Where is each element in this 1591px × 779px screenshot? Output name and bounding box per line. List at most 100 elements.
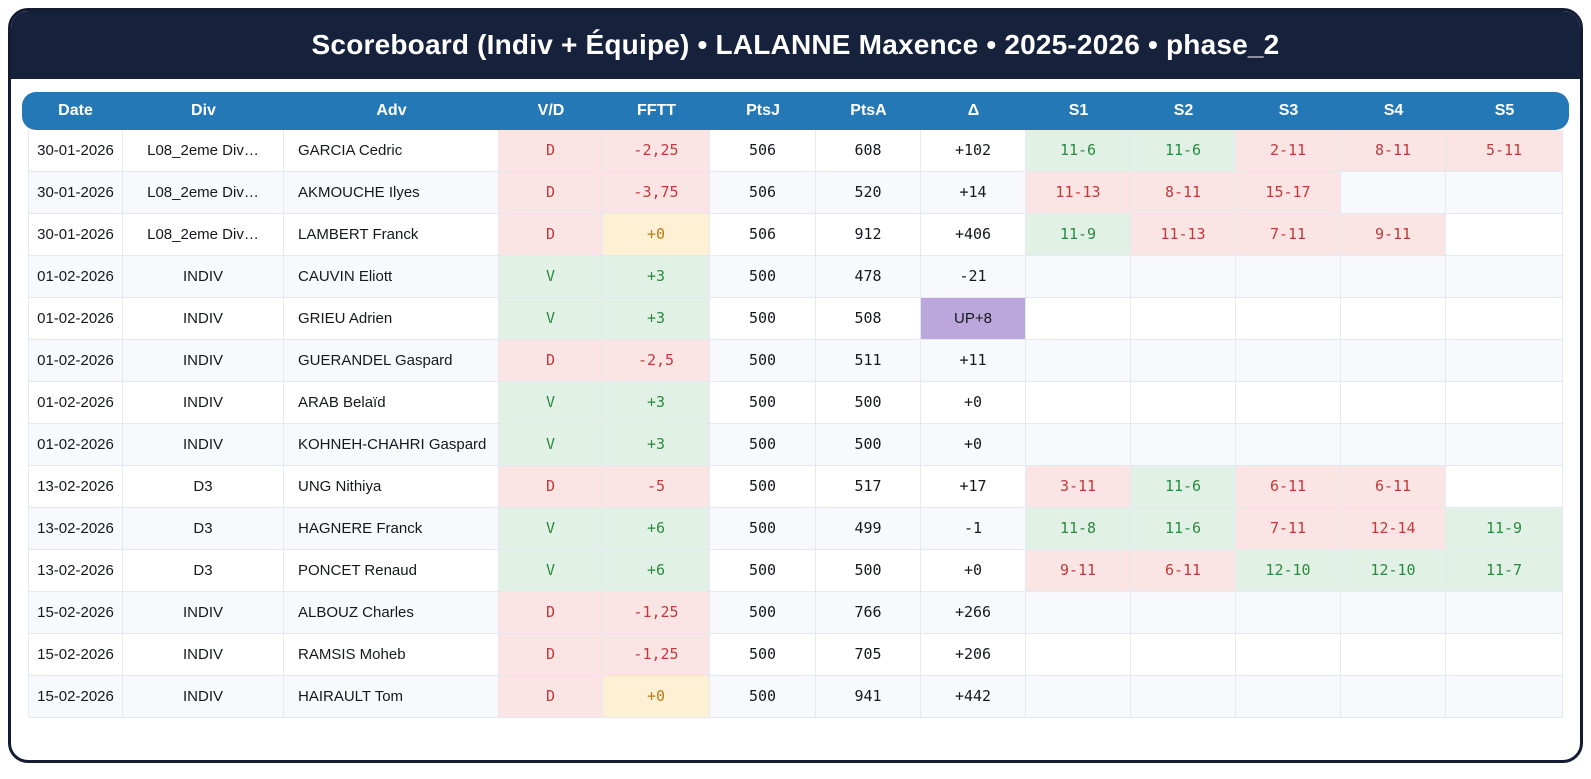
cell-win-loss: V [499,256,603,298]
cell-delta: -21 [921,256,1026,298]
cell-division: INDIV [123,340,284,382]
cell-win-loss: V [499,550,603,592]
cell-set-2: 11-6 [1131,508,1236,550]
cell-points-player: 506 [710,214,816,256]
cell-set-2 [1131,298,1236,340]
cell-date: 15-02-2026 [28,676,123,718]
cell-adversary: GUERANDEL Gaspard [284,340,499,382]
table-row: 13-02-2026 D3 UNG Nithiya D -5 500 517 +17 3-11 1… [28,466,1563,508]
cell-points-adversary: 500 [816,424,921,466]
cell-points-player: 500 [710,382,816,424]
cell-date: 13-02-2026 [28,550,123,592]
cell-points-player: 500 [710,298,816,340]
cell-points-player: 500 [710,466,816,508]
title-bar: Scoreboard (Indiv + Équipe) • LALANNE Ma… [11,11,1580,79]
cell-division: L08_2eme Div… [123,172,284,214]
cell-set-2 [1131,340,1236,382]
cell-set-4 [1341,298,1446,340]
cell-set-3 [1236,382,1341,424]
cell-set-5 [1446,466,1563,508]
cell-points-player: 500 [710,676,816,718]
cell-delta: +0 [921,382,1026,424]
cell-win-loss: D [499,340,603,382]
cell-adversary: KOHNEH-CHAHRI Gaspard [284,424,499,466]
cell-win-loss: D [499,214,603,256]
cell-adversary: AKMOUCHE Ilyes [284,172,499,214]
cell-fftt-points: -1,25 [603,592,710,634]
cell-set-1 [1026,424,1131,466]
table-row: 01-02-2026 INDIV ARAB Belaïd V +3 500 500 +0 [28,382,1563,424]
cell-delta: +442 [921,676,1026,718]
table-row: 30-01-2026 L08_2eme Div… AKMOUCHE Ilyes D -3… [28,172,1563,214]
cell-date: 13-02-2026 [28,508,123,550]
cell-set-5 [1446,256,1563,298]
page-title: Scoreboard (Indiv + Équipe) • LALANNE Ma… [311,29,1280,60]
cell-set-2 [1131,592,1236,634]
cell-points-adversary: 608 [816,130,921,172]
cell-set-1 [1026,676,1131,718]
cell-division: D3 [123,508,284,550]
cell-set-2 [1131,634,1236,676]
cell-date: 01-02-2026 [28,298,123,340]
table-area: Date Div Adv V/D FFTT PtsJ PtsA Δ S1 S2 S3 S4 S5 30-… [11,79,1580,728]
cell-win-loss: D [499,676,603,718]
header-cell-ptsj: PtsJ [746,102,780,119]
cell-set-4: 6-11 [1341,466,1446,508]
cell-points-adversary: 511 [816,340,921,382]
cell-delta: +0 [921,424,1026,466]
header-cell-v-d: V/D [537,102,565,119]
cell-win-loss: D [499,130,603,172]
cell-set-2 [1131,424,1236,466]
cell-set-1 [1026,340,1131,382]
cell-division: D3 [123,550,284,592]
cell-division: INDIV [123,256,284,298]
table-row: 15-02-2026 INDIV RAMSIS Moheb D -1,25 500 705 +… [28,634,1563,676]
cell-adversary: RAMSIS Moheb [284,634,499,676]
table-row: 01-02-2026 INDIV KOHNEH-CHAHRI Gaspard V +3 5… [28,424,1563,466]
cell-win-loss: D [499,172,603,214]
cell-fftt-points: -5 [603,466,710,508]
cell-date: 13-02-2026 [28,466,123,508]
cell-set-1: 11-9 [1026,214,1131,256]
cell-set-5 [1446,424,1563,466]
cell-points-adversary: 705 [816,634,921,676]
cell-division: INDIV [123,676,284,718]
cell-win-loss: D [499,592,603,634]
header-cell-s2: S2 [1173,102,1194,119]
cell-set-4: 9-11 [1341,214,1446,256]
cell-points-player: 500 [710,340,816,382]
cell-points-adversary: 766 [816,592,921,634]
header-cell-date: Date [58,102,93,119]
cell-points-player: 500 [710,424,816,466]
header-cell-adv: Adv [376,102,407,119]
cell-set-3 [1236,634,1341,676]
cell-date: 01-02-2026 [28,340,123,382]
cell-date: 15-02-2026 [28,592,123,634]
cell-delta: +17 [921,466,1026,508]
table-row: 01-02-2026 INDIV CAUVIN Eliott V +3 500 478 -21 [28,256,1563,298]
cell-delta: +266 [921,592,1026,634]
cell-set-5: 5-11 [1446,130,1563,172]
cell-set-1 [1026,298,1131,340]
cell-points-adversary: 499 [816,508,921,550]
cell-set-1 [1026,256,1131,298]
cell-set-1 [1026,382,1131,424]
table-row: 15-02-2026 INDIV ALBOUZ Charles D -1,25 500 76… [28,592,1563,634]
cell-win-loss: V [499,382,603,424]
cell-points-player: 500 [710,508,816,550]
cell-date: 30-01-2026 [28,172,123,214]
cell-set-1: 3-11 [1026,466,1131,508]
cell-set-5: 11-9 [1446,508,1563,550]
cell-set-4: 8-11 [1341,130,1446,172]
header-cell-s4: S4 [1383,102,1404,119]
cell-set-5 [1446,592,1563,634]
cell-date: 30-01-2026 [28,214,123,256]
cell-division: INDIV [123,592,284,634]
cell-set-1: 11-8 [1026,508,1131,550]
cell-points-player: 500 [710,550,816,592]
cell-set-1: 11-13 [1026,172,1131,214]
header-cell-ptsa: PtsA [850,102,887,119]
cell-fftt-points: -2,5 [603,340,710,382]
cell-set-5 [1446,214,1563,256]
cell-fftt-points: -2,25 [603,130,710,172]
